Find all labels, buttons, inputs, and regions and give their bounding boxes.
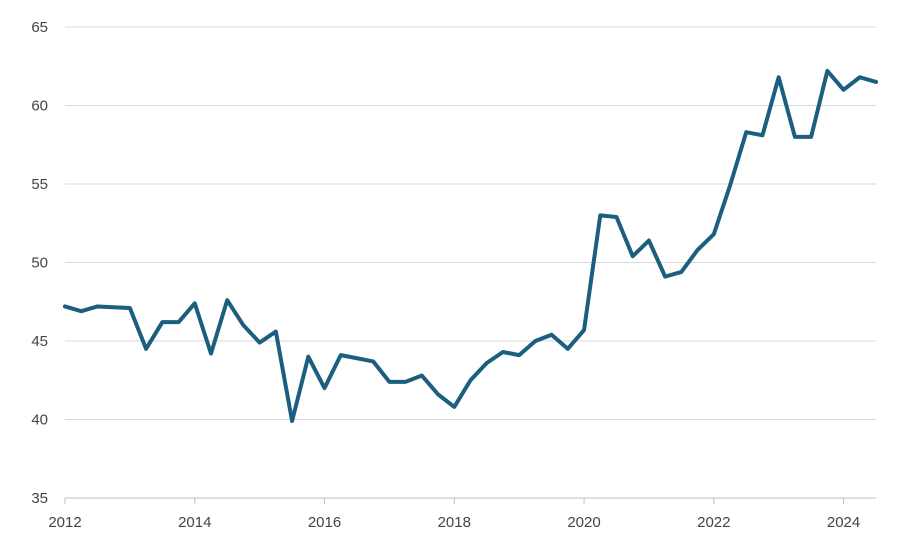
x-tick-label: 2016: [308, 514, 341, 531]
y-tick-labels: 35 40 45 50 55 60 65: [31, 19, 48, 507]
series-layer: [63, 68, 878, 424]
series-line: [63, 68, 878, 424]
y-tick-label: 40: [31, 412, 48, 429]
x-axis: [64, 497, 876, 504]
x-tick-label: 2024: [827, 514, 860, 531]
y-tick-label: 65: [31, 19, 48, 36]
x-tick-label: 2014: [178, 514, 211, 531]
grid-lines: [65, 26, 876, 420]
y-tick-label: 60: [31, 98, 48, 115]
y-tick-label: 45: [31, 333, 48, 350]
x-tick-label: 2022: [697, 514, 730, 531]
y-tick-label: 35: [31, 490, 48, 507]
x-tick-label: 2020: [567, 514, 600, 531]
x-tick-labels: 2012 2014 2016 2018 2020 2022 2024: [48, 514, 860, 531]
y-tick-label: 50: [31, 255, 48, 272]
x-tick-label: 2012: [48, 514, 81, 531]
y-tick-label: 55: [31, 176, 48, 193]
x-tick-label: 2018: [438, 514, 471, 531]
